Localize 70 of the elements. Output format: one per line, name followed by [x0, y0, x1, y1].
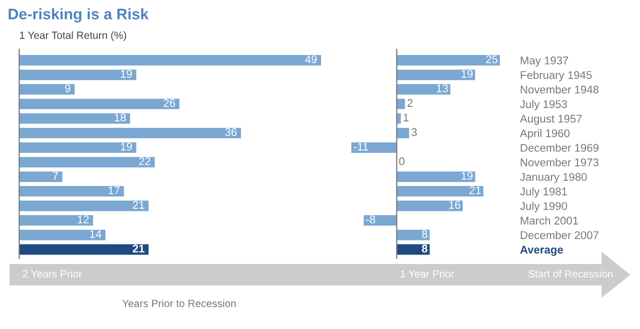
bar [19, 142, 136, 153]
y-tick-label: July 1981 [520, 187, 567, 198]
bar [396, 84, 450, 95]
y-tick-label: August 1957 [520, 114, 582, 125]
y-tick-label: November 1948 [520, 85, 598, 94]
data-label: 36 [225, 128, 237, 136]
y-tick-label: December 1969 [520, 144, 598, 152]
data-label: 2 [408, 99, 413, 107]
data-label: 17 [108, 186, 120, 194]
bar [396, 128, 410, 138]
y-tick-label: January 1980 [520, 173, 587, 184]
bar [19, 70, 136, 80]
data-label: 18 [114, 114, 126, 122]
data-label: 9 [65, 84, 70, 92]
data-label: 13 [436, 84, 448, 92]
bar [19, 98, 180, 110]
bar [396, 70, 476, 80]
data-label: 8 [422, 244, 428, 253]
y-tick-label: July 1953 [520, 100, 567, 110]
bar [19, 200, 149, 212]
bar [396, 186, 484, 197]
bar [396, 200, 463, 212]
bar [19, 55, 322, 66]
bar [19, 156, 155, 168]
data-label: 16 [449, 200, 460, 209]
y-tick-label: April 1960 [520, 129, 570, 140]
y-axis-title: 1 Year Total Return (%) [20, 31, 126, 41]
x-axis-title: Years Prior to Recession [122, 299, 236, 308]
data-label: 8 [422, 230, 428, 238]
bar [19, 186, 124, 197]
data-label: 19 [462, 172, 473, 180]
data-label: 25 [486, 55, 498, 64]
y-tick-label: July 1990 [520, 202, 568, 212]
data-label: 22 [139, 157, 150, 166]
data-label: 12 [78, 216, 89, 224]
y-tick-label: February 1945 [520, 70, 592, 82]
data-label: 1 [404, 114, 408, 122]
data-label: 26 [164, 99, 176, 107]
bar [396, 230, 430, 240]
data-label: 21 [132, 244, 144, 252]
bar [19, 244, 149, 255]
data-label: 19 [462, 70, 473, 78]
bar [19, 215, 94, 226]
bar [351, 142, 397, 153]
data-label: 19 [120, 70, 132, 78]
data-label: 0 [399, 157, 404, 166]
data-label: -8 [366, 216, 376, 224]
bar [19, 230, 106, 240]
data-label: 7 [52, 172, 58, 180]
bar [19, 113, 130, 124]
y-tick-label: November 1973 [520, 158, 598, 166]
y-tick-label: May 1937 [520, 56, 568, 67]
bar [19, 84, 75, 95]
y-tick-label: December 2007 [520, 230, 598, 240]
data-label: 21 [470, 186, 481, 194]
bar [19, 128, 241, 138]
data-label: -11 [354, 142, 368, 150]
data-label: 19 [120, 142, 132, 151]
data-label: 49 [305, 55, 317, 64]
y-tick-label: March 2001 [520, 216, 578, 225]
data-label: 21 [132, 200, 144, 209]
data-label: 14 [90, 230, 102, 238]
bar [396, 55, 500, 66]
bar [396, 171, 476, 182]
bar [396, 98, 405, 110]
bar [364, 215, 397, 226]
y-tick-label: Average [520, 246, 563, 256]
data-label: 3 [412, 128, 417, 136]
chart-title: De-risking is a Risk [8, 8, 149, 23]
bar [19, 171, 62, 182]
